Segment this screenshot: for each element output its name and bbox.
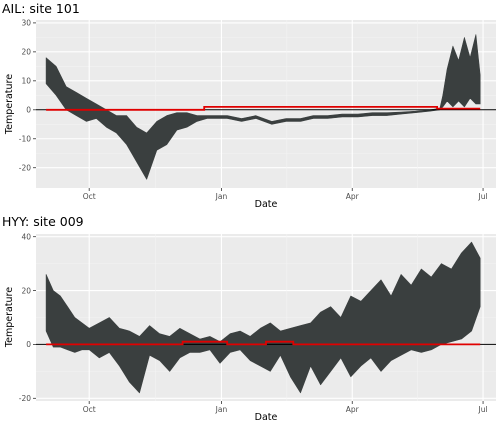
y-tick-label: 0 <box>26 105 31 114</box>
x-tick-label: Jan <box>215 192 228 201</box>
threshold-line-ail <box>46 106 481 111</box>
x-tick-label: Jul <box>478 405 488 414</box>
y-tick-label: 10 <box>21 77 31 86</box>
y-tick-label: 20 <box>21 286 31 295</box>
x-tick-label: Oct <box>83 192 96 201</box>
x-axis-label-hyy: Date <box>255 412 278 423</box>
temperature-range-area <box>45 241 481 394</box>
x-tick-label: Jan <box>215 405 228 414</box>
y-tick-label: -20 <box>19 163 31 172</box>
threshold-step-line <box>46 106 481 111</box>
threshold-step-line <box>46 340 481 346</box>
x-tick-label: Jul <box>478 192 488 201</box>
temperature-band-ail <box>45 34 481 180</box>
x-tick-label: Apr <box>346 192 360 201</box>
y-ticks-hyy: -20 0 20 40 <box>19 232 36 403</box>
chart-panel-hyy: HYY: site 009 -20 0 20 40 Oct Jan Apr Jul Date… <box>2 214 496 423</box>
temperature-band-hyy <box>45 241 481 394</box>
x-ticks-ail: Oct Jan Apr Jul <box>83 188 488 201</box>
chart-panel-ail: AIL: site 101 -20 -10 0 10 20 30 Oct Jan Apr Jul… <box>2 1 496 210</box>
threshold-line-hyy <box>46 340 481 346</box>
grid-ail <box>36 20 496 188</box>
chart-title-ail: AIL: site 101 <box>2 1 80 16</box>
y-tick-label: -10 <box>19 134 31 143</box>
y-tick-label: 30 <box>21 19 31 28</box>
temperature-range-area <box>45 34 481 180</box>
x-ticks-hyy: Oct Jan Apr Jul <box>83 401 488 414</box>
x-tick-label: Oct <box>83 405 96 414</box>
y-tick-label: -20 <box>19 394 31 403</box>
y-axis-label-ail: Temperature <box>4 74 15 135</box>
chart-title-hyy: HYY: site 009 <box>2 214 84 229</box>
y-tick-label: 0 <box>26 340 31 349</box>
y-ticks-ail: -20 -10 0 10 20 30 <box>19 19 36 172</box>
x-tick-label: Apr <box>346 405 360 414</box>
y-tick-label: 40 <box>21 232 31 241</box>
y-axis-label-hyy: Temperature <box>4 287 15 348</box>
x-axis-label-ail: Date <box>255 199 278 210</box>
plot-area-ail <box>36 20 496 188</box>
y-tick-label: 20 <box>21 48 31 57</box>
